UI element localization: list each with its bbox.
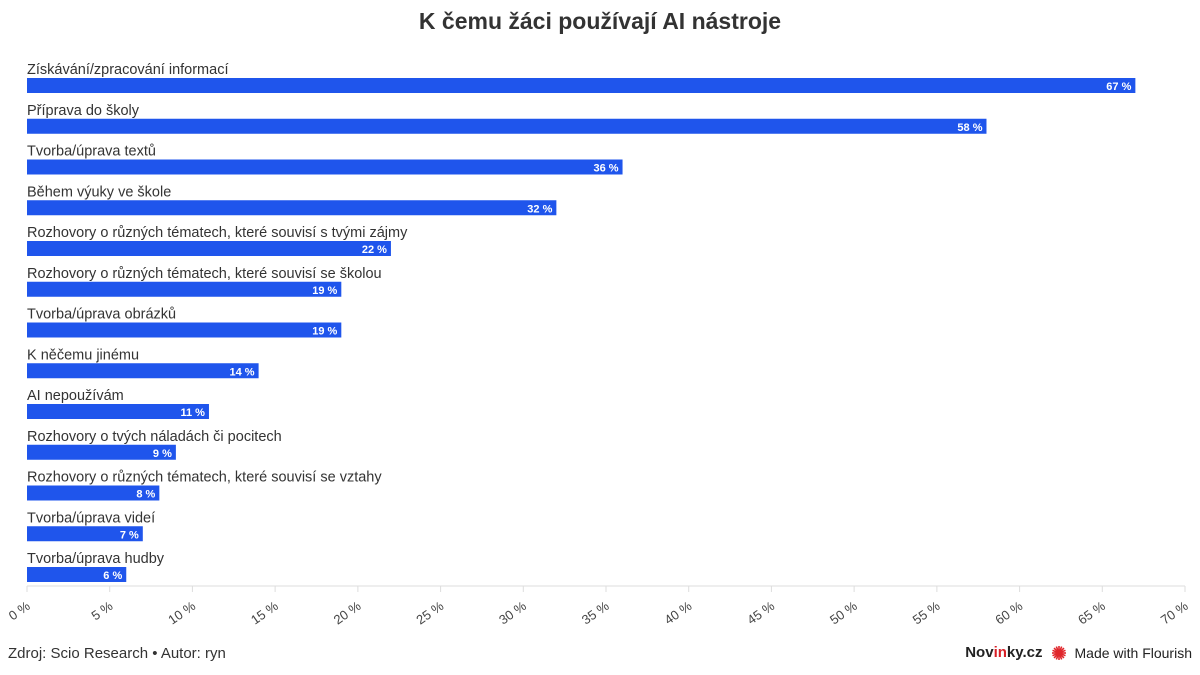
category-label: Během výuky ve škole bbox=[27, 184, 171, 200]
source-credit: Zdroj: Scio Research • Autor: ryn bbox=[8, 645, 226, 662]
data-label: 19 % bbox=[312, 285, 337, 297]
bar bbox=[27, 200, 557, 216]
bar bbox=[27, 567, 127, 582]
category-label: Příprava do školy bbox=[27, 103, 140, 119]
flourish-icon bbox=[1051, 645, 1066, 660]
chart-title: K čemu žáci používají AI nástroje bbox=[418, 8, 782, 34]
x-tick-label: 55 % bbox=[910, 598, 943, 628]
bar-chart: Získávání/zpracování informací 67 % Přípra… bbox=[6, 62, 1191, 628]
bar bbox=[27, 78, 1136, 93]
x-tick-label: 50 % bbox=[827, 598, 860, 628]
category-label: K něčemu jinému bbox=[27, 347, 139, 363]
data-label: 11 % bbox=[181, 407, 206, 419]
bar bbox=[27, 526, 143, 542]
x-tick-label: 70 % bbox=[1158, 598, 1191, 628]
data-label: 14 % bbox=[230, 366, 255, 378]
data-label: 22 % bbox=[362, 244, 387, 256]
data-label: 32 % bbox=[527, 203, 552, 215]
data-label: 9 % bbox=[153, 448, 172, 460]
data-label: 19 % bbox=[312, 326, 337, 338]
footer-branding: Novinky.cz Made with Flourish bbox=[965, 644, 1192, 661]
bar bbox=[27, 281, 342, 297]
bar bbox=[27, 444, 176, 460]
data-label: 8 % bbox=[136, 489, 155, 501]
bar bbox=[27, 159, 623, 175]
category-label: Rozhovory o různých tématech, které souv… bbox=[27, 266, 382, 282]
x-tick-label: 35 % bbox=[579, 598, 612, 628]
category-label: Rozhovory o různých tématech, které souv… bbox=[27, 225, 408, 241]
data-label: 7 % bbox=[120, 529, 139, 541]
x-tick-label: 60 % bbox=[992, 598, 1025, 628]
category-label: Rozhovory o různých tématech, které souv… bbox=[27, 470, 382, 486]
x-tick-label: 15 % bbox=[248, 598, 281, 628]
data-label: 6 % bbox=[103, 570, 122, 582]
data-label: 67 % bbox=[1106, 81, 1131, 93]
category-label: AI nepoužívám bbox=[27, 388, 124, 404]
data-label: 58 % bbox=[957, 122, 982, 134]
bar bbox=[27, 485, 160, 501]
made-with-flourish-link[interactable]: Made with Flourish bbox=[1074, 644, 1193, 661]
category-label: Tvorba/úprava videí bbox=[27, 510, 155, 526]
x-tick-label: 65 % bbox=[1075, 598, 1108, 628]
data-label: 36 % bbox=[593, 163, 618, 175]
x-tick-label: 0 % bbox=[6, 598, 33, 623]
category-label: Tvorba/úprava hudby bbox=[27, 551, 165, 567]
novinky-logo[interactable]: Novinky.cz bbox=[965, 644, 1043, 661]
bar bbox=[27, 363, 259, 379]
x-tick-label: 30 % bbox=[496, 598, 529, 628]
category-label: Získávání/zpracování informací bbox=[27, 62, 228, 78]
x-tick-label: 10 % bbox=[165, 598, 198, 628]
x-tick-label: 40 % bbox=[662, 598, 695, 628]
category-label: Tvorba/úprava obrázků bbox=[27, 307, 176, 323]
x-tick-label: 25 % bbox=[413, 598, 446, 628]
category-label: Tvorba/úprava textů bbox=[27, 144, 156, 160]
bar bbox=[27, 322, 342, 338]
bar bbox=[27, 404, 209, 419]
bar bbox=[27, 241, 391, 256]
bar bbox=[27, 118, 987, 134]
x-tick-label: 20 % bbox=[331, 598, 364, 628]
x-tick-label: 5 % bbox=[88, 598, 115, 623]
category-label: Rozhovory o tvých náladách či pocitech bbox=[27, 429, 282, 445]
x-tick-label: 45 % bbox=[744, 598, 777, 628]
